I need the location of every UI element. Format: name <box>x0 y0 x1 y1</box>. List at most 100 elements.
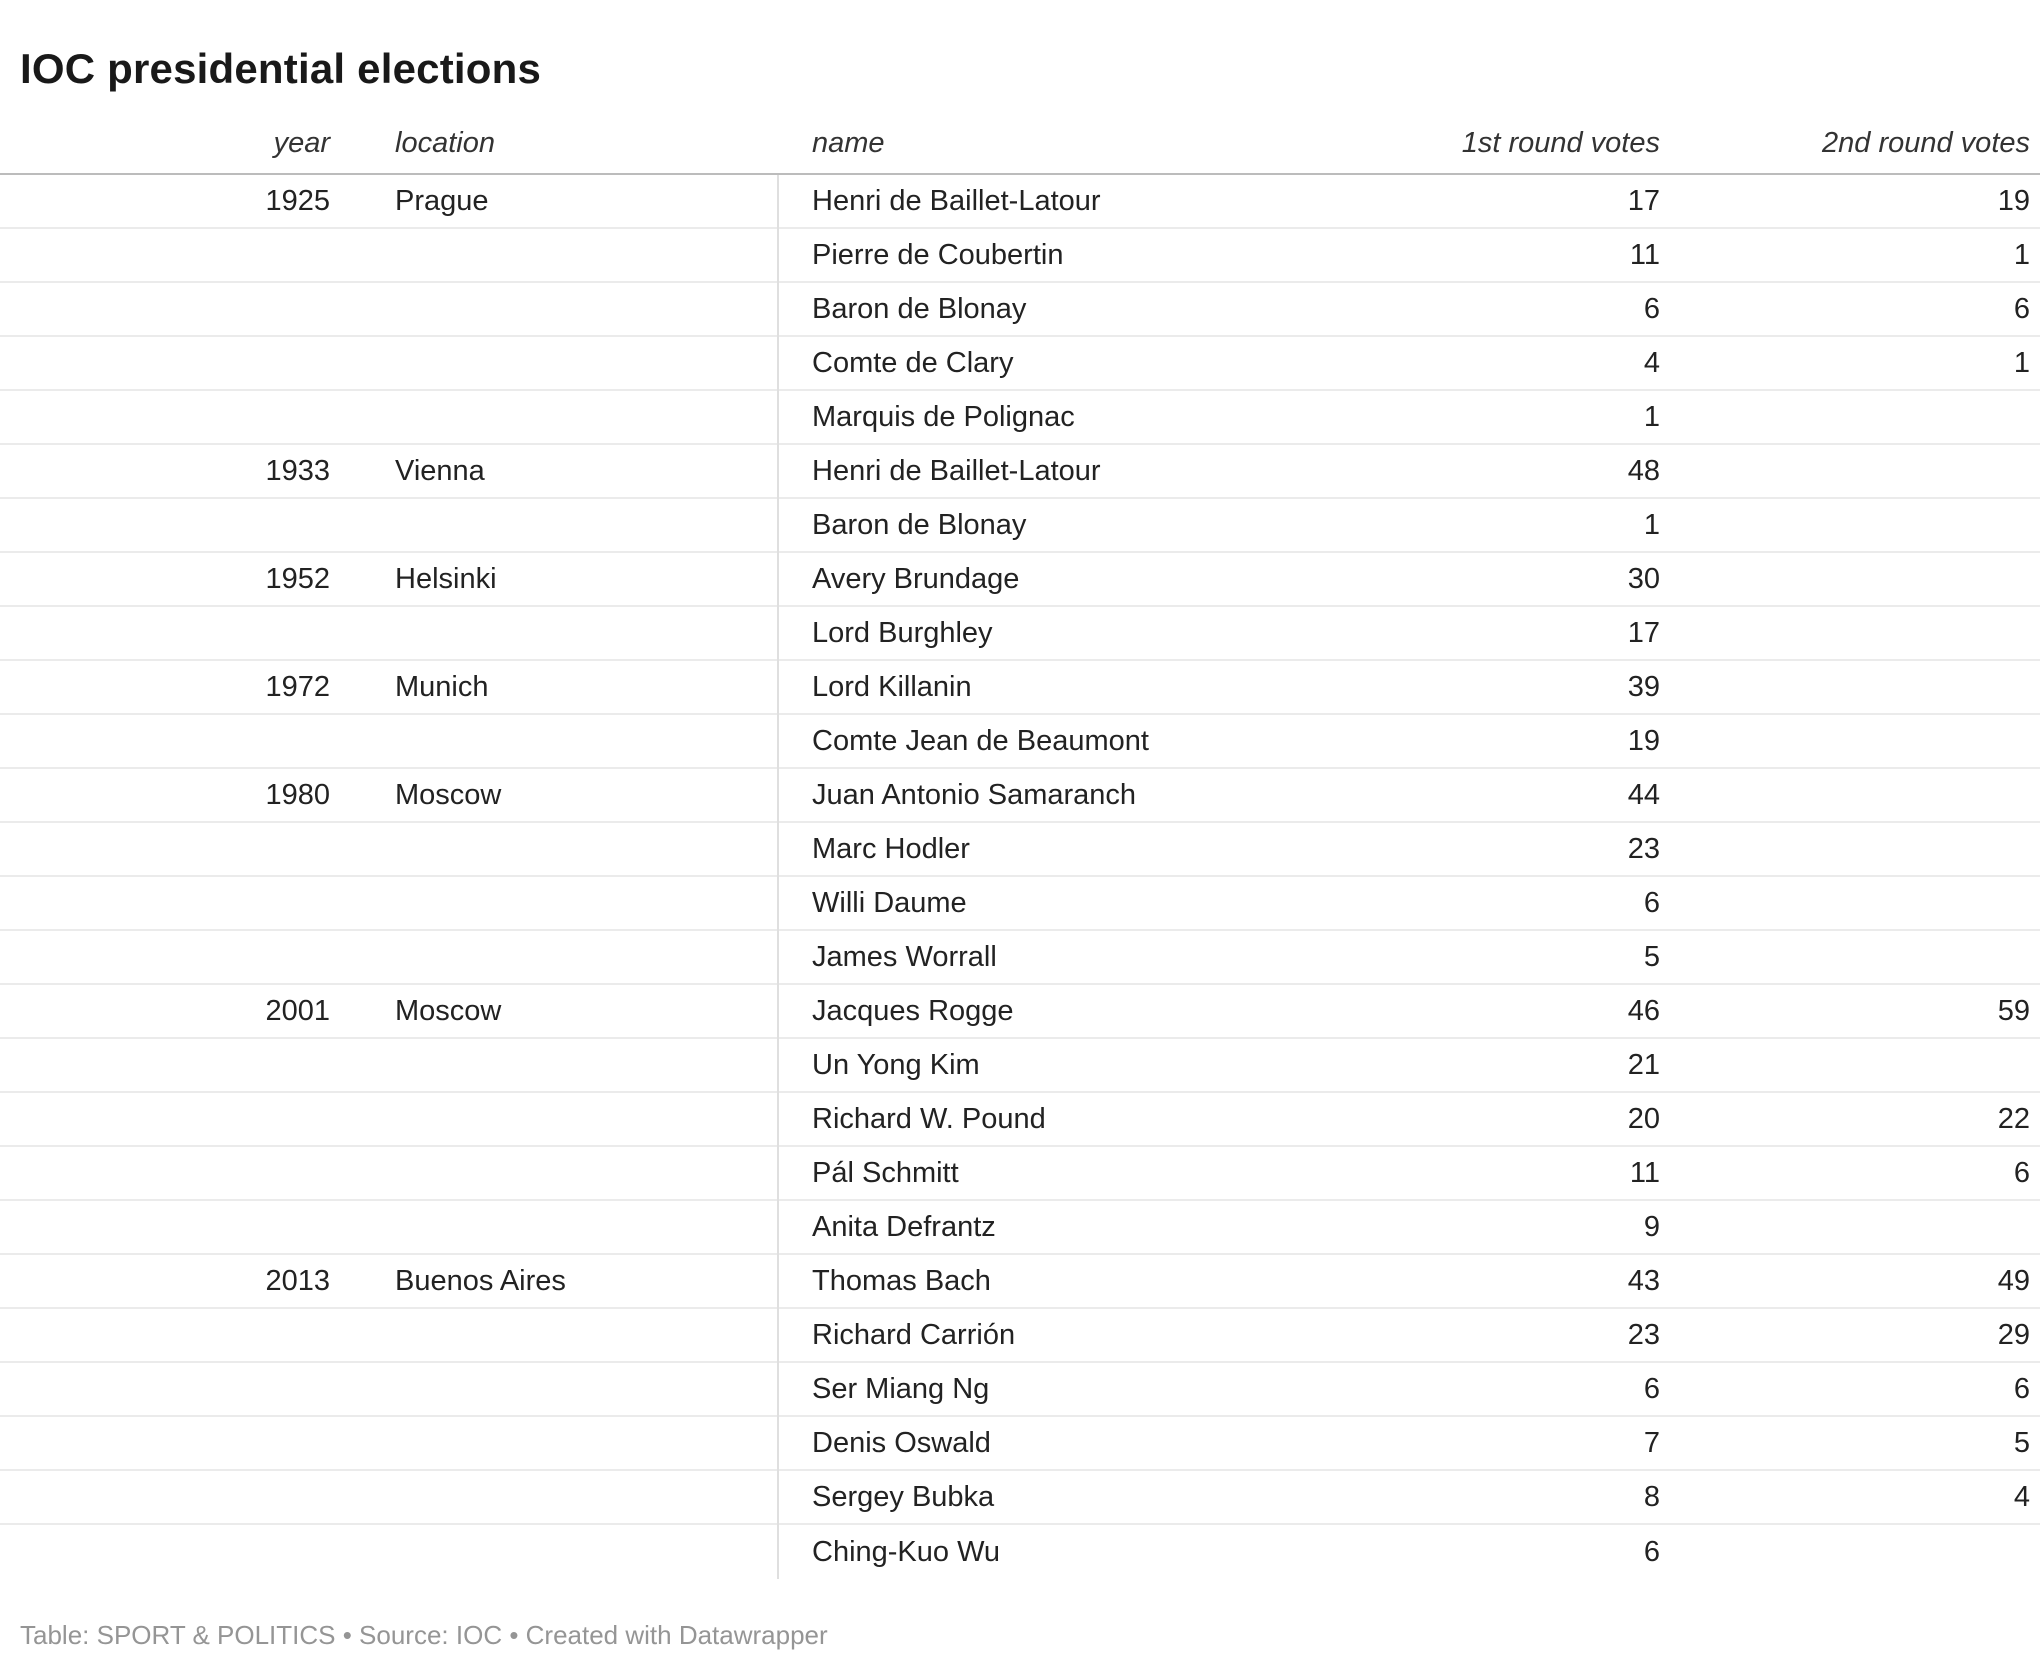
table-row: Un Yong Kim 21 <box>0 1039 2040 1093</box>
cell-name: Willi Daume <box>812 886 967 919</box>
cell-round1: 1 <box>1643 508 1660 541</box>
cell-round1: 6 <box>1643 292 1660 325</box>
page-title: IOC presidential elections <box>20 45 542 93</box>
cell-round2: 6 <box>2013 292 2030 325</box>
cell-round2: 59 <box>1997 994 2030 1027</box>
cell-name: Marquis de Polignac <box>812 400 1075 433</box>
table-row: Anita Defrantz 9 <box>0 1201 2040 1255</box>
cell-round1: 46 <box>1627 994 1660 1027</box>
cell-round1: 17 <box>1627 184 1660 217</box>
table-row: James Worrall 5 <box>0 931 2040 985</box>
cell-name: Comte de Clary <box>812 346 1014 379</box>
cell-round1: 9 <box>1643 1210 1660 1243</box>
cell-location: Vienna <box>395 454 485 487</box>
cell-name: Lord Killanin <box>812 670 972 703</box>
cell-name: Marc Hodler <box>812 832 970 865</box>
table-header: year location name 1st round votes 2nd r… <box>0 113 2040 175</box>
cell-year: 1952 <box>265 562 330 595</box>
cell-round1: 43 <box>1627 1264 1660 1297</box>
cell-name: Avery Brundage <box>812 562 1020 595</box>
cell-location: Moscow <box>395 994 502 1027</box>
table-row: 2001 Moscow Jacques Rogge 46 59 <box>0 985 2040 1039</box>
cell-round1: 44 <box>1627 778 1660 811</box>
cell-year: 1972 <box>265 670 330 703</box>
table-row: Lord Burghley 17 <box>0 607 2040 661</box>
footer-credit: Table: SPORT & POLITICS • Source: IOC • … <box>20 1620 828 1650</box>
table-row: Baron de Blonay 1 <box>0 499 2040 553</box>
name-column-divider <box>777 175 779 1579</box>
cell-year: 1933 <box>265 454 330 487</box>
cell-name: Anita Defrantz <box>812 1210 996 1243</box>
cell-name: Richard W. Pound <box>812 1102 1046 1135</box>
cell-location: Moscow <box>395 778 502 811</box>
table-row: Comte Jean de Beaumont 19 <box>0 715 2040 769</box>
cell-round1: 8 <box>1643 1480 1660 1513</box>
cell-name: Un Yong Kim <box>812 1048 980 1081</box>
cell-name: Denis Oswald <box>812 1426 991 1459</box>
cell-name: Ching-Kuo Wu <box>812 1535 1001 1568</box>
cell-round2: 1 <box>2013 346 2030 379</box>
cell-year: 1925 <box>265 184 330 217</box>
cell-name: Sergey Bubka <box>812 1480 995 1513</box>
cell-year: 2013 <box>265 1264 330 1297</box>
cell-round1: 30 <box>1627 562 1660 595</box>
header-year: year <box>273 126 330 159</box>
cell-name: Baron de Blonay <box>812 508 1027 541</box>
header-round2: 2nd round votes <box>1822 126 2030 159</box>
table-row: Ching-Kuo Wu 6 <box>0 1525 2040 1579</box>
cell-round2: 49 <box>1997 1264 2030 1297</box>
header-location: location <box>395 126 495 159</box>
cell-location: Buenos Aires <box>395 1264 566 1297</box>
cell-round1: 6 <box>1643 1535 1660 1568</box>
table-row: Denis Oswald 7 5 <box>0 1417 2040 1471</box>
cell-name: Jacques Rogge <box>812 994 1014 1027</box>
cell-name: Henri de Baillet-Latour <box>812 454 1101 487</box>
cell-year: 2001 <box>265 994 330 1027</box>
table-row: Richard Carrión 23 29 <box>0 1309 2040 1363</box>
cell-round1: 6 <box>1643 886 1660 919</box>
table-row: Marquis de Polignac 1 <box>0 391 2040 445</box>
table-row: Comte de Clary 4 1 <box>0 337 2040 391</box>
cell-name: Ser Miang Ng <box>812 1372 990 1405</box>
cell-round1: 5 <box>1643 940 1660 973</box>
table-row: 1933 Vienna Henri de Baillet-Latour 48 <box>0 445 2040 499</box>
table-row: 1925 Prague Henri de Baillet-Latour 17 1… <box>0 175 2040 229</box>
cell-name: Lord Burghley <box>812 616 993 649</box>
cell-round2: 5 <box>2013 1426 2030 1459</box>
cell-name: Pál Schmitt <box>812 1156 959 1189</box>
table-row: 2013 Buenos Aires Thomas Bach 43 49 <box>0 1255 2040 1309</box>
header-name: name <box>812 126 885 159</box>
cell-round2: 29 <box>1997 1318 2030 1351</box>
table-row: 1972 Munich Lord Killanin 39 <box>0 661 2040 715</box>
table-row: Willi Daume 6 <box>0 877 2040 931</box>
cell-name: Henri de Baillet-Latour <box>812 184 1101 217</box>
header-round1: 1st round votes <box>1461 126 1660 159</box>
cell-round2: 6 <box>2013 1156 2030 1189</box>
cell-round2: 6 <box>2013 1372 2030 1405</box>
cell-round1: 11 <box>1629 238 1660 271</box>
table-row: Sergey Bubka 8 4 <box>0 1471 2040 1525</box>
table-row: Pál Schmitt 11 6 <box>0 1147 2040 1201</box>
cell-round1: 23 <box>1627 832 1660 865</box>
cell-name: Thomas Bach <box>812 1264 991 1297</box>
table-row: Ser Miang Ng 6 6 <box>0 1363 2040 1417</box>
table-row: 1980 Moscow Juan Antonio Samaranch 44 <box>0 769 2040 823</box>
cell-round2: 4 <box>2013 1480 2030 1513</box>
cell-round1: 21 <box>1627 1048 1660 1081</box>
table-row: Richard W. Pound 20 22 <box>0 1093 2040 1147</box>
cell-round1: 39 <box>1627 670 1660 703</box>
cell-name: James Worrall <box>812 940 997 973</box>
cell-round1: 19 <box>1627 724 1660 757</box>
table-body: 1925 Prague Henri de Baillet-Latour 17 1… <box>0 175 2040 1579</box>
cell-round1: 11 <box>1629 1156 1660 1189</box>
table-row: 1952 Helsinki Avery Brundage 30 <box>0 553 2040 607</box>
cell-round2: 22 <box>1997 1102 2030 1135</box>
cell-round1: 6 <box>1643 1372 1660 1405</box>
cell-round1: 1 <box>1643 400 1660 433</box>
cell-round2: 1 <box>2013 238 2030 271</box>
cell-name: Pierre de Coubertin <box>812 238 1064 271</box>
cell-round1: 23 <box>1627 1318 1660 1351</box>
cell-round1: 7 <box>1643 1426 1660 1459</box>
cell-round1: 17 <box>1627 616 1660 649</box>
cell-round1: 20 <box>1627 1102 1660 1135</box>
